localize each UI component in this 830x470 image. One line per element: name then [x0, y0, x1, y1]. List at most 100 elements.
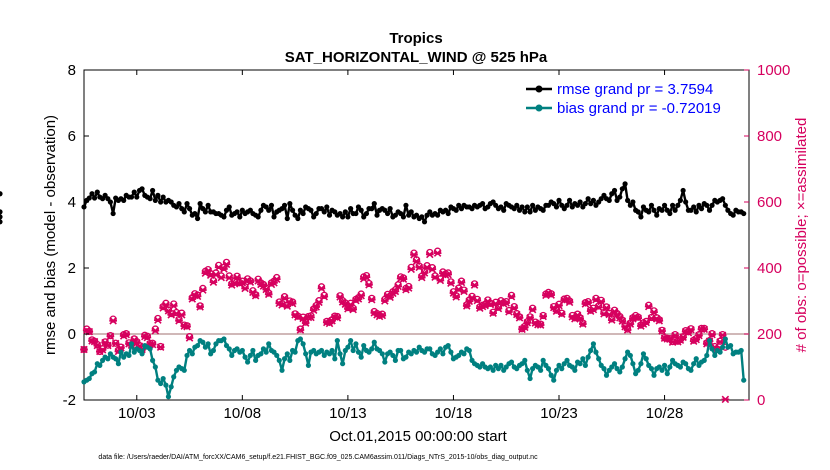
bias-point: [210, 347, 217, 354]
assimilated-obs-point: [336, 293, 344, 301]
bias-point: [361, 342, 367, 349]
rmse-point: [134, 194, 140, 200]
rmse-point: [281, 202, 288, 208]
bias-point: [355, 349, 362, 355]
assimilated-obs-point: [687, 325, 695, 334]
rmse-point: [342, 209, 348, 215]
rmse-point: [698, 206, 705, 212]
bias-point: [390, 352, 396, 359]
bias-point: [427, 346, 433, 352]
rmse-point: [158, 199, 164, 205]
bias-point: [538, 367, 544, 373]
bias-point: [627, 352, 633, 359]
y-axis-label: rmse and bias (model - observation): [42, 115, 59, 355]
assimilated-obs-point: [106, 332, 115, 341]
bias-point: [158, 380, 164, 387]
rmse-point: [353, 210, 359, 217]
bias-point: [165, 394, 172, 400]
rmse-point: [522, 209, 528, 215]
assimilated-obs-point: [399, 275, 408, 283]
rmse-point: [675, 202, 681, 208]
assimilated-obs-point: [576, 315, 584, 323]
assimilated-obs-point: [460, 287, 468, 296]
rmse-point: [669, 202, 676, 208]
rmse-point: [313, 210, 319, 217]
assimilated-obs-point: [536, 321, 545, 329]
assimilated-obs-point: [333, 314, 342, 322]
possible-obs-point: [199, 284, 207, 293]
assimilated-obs-point: [415, 263, 424, 272]
rmse-point: [91, 195, 98, 201]
rmse-point: [221, 214, 227, 220]
rmse-point: [479, 201, 486, 207]
bias-point: [189, 351, 195, 357]
rmse-point: [683, 199, 689, 205]
bias-point: [640, 351, 647, 357]
assimilated-obs-point: [122, 330, 131, 339]
assimilated-obs-point: [658, 327, 666, 335]
rmse-point: [577, 199, 583, 205]
possible-obs-point: [196, 302, 204, 310]
possible-obs-point: [109, 315, 117, 323]
bias-point: [585, 354, 591, 360]
rmse-point: [139, 186, 145, 192]
rmse-point: [590, 197, 597, 203]
rmse-point: [501, 207, 507, 213]
bias-point: [171, 374, 177, 380]
assimilated-obs-point: [618, 317, 627, 325]
assimilated-obs-point: [172, 309, 181, 318]
bias-point: [348, 338, 354, 344]
possible-obs-point: [470, 280, 479, 288]
rmse-point: [0, 214, 3, 220]
assimilated-obs-point: [391, 287, 400, 296]
rmse-point: [340, 214, 346, 220]
bias-point: [527, 375, 533, 382]
rmse-point: [611, 187, 618, 194]
bias-point: [720, 344, 726, 350]
rmse-point: [237, 214, 243, 220]
data-file-footer: data file: /Users/raeder/DAI/ATM_forcXX/…: [98, 454, 538, 461]
bias-point: [139, 351, 145, 357]
assimilated-obs-point: [507, 292, 516, 301]
rmse-point: [255, 214, 261, 220]
possible-obs-point: [320, 291, 328, 300]
y2-axis-label: # of obs: o=possible; ×=assimilated: [793, 118, 810, 353]
rmse-point: [635, 209, 641, 215]
rmse-point: [659, 207, 665, 213]
assimilated-obs-point: [307, 313, 315, 322]
rmse-point: [289, 207, 296, 213]
y-tick-label: 8: [68, 62, 76, 79]
rmse-point: [160, 194, 166, 200]
y-axis-right: 0 200 400 600 800 1000: [744, 62, 790, 409]
bias-point: [284, 351, 290, 357]
bias-point: [163, 382, 169, 388]
assimilated-obs-point: [579, 320, 587, 328]
y2-tick-label: 800: [757, 128, 782, 145]
bias-point: [712, 352, 718, 359]
bias-point: [279, 367, 285, 373]
assimilated-obs-point: [584, 299, 592, 307]
bias-point: [152, 364, 158, 370]
y2-tick-label: 0: [757, 392, 765, 409]
bias-point: [181, 367, 187, 373]
bias-point: [371, 339, 377, 345]
bias-point: [590, 341, 597, 347]
plot-frame: [83, 69, 750, 401]
assimilated-obs-point: [264, 290, 273, 299]
bias-point: [281, 356, 288, 362]
rmse-point: [630, 199, 636, 205]
rmse-point: [625, 197, 631, 203]
rmse-point: [566, 197, 573, 203]
bias-point: [508, 359, 515, 365]
assimilated-obs-point: [547, 291, 556, 299]
rmse-point: [110, 210, 116, 217]
rmse-point: [197, 201, 203, 207]
assimilated-obs-point: [301, 319, 310, 327]
rmse-point: [271, 214, 277, 220]
bias-point: [704, 352, 710, 359]
bias-point: [369, 346, 375, 352]
assimilated-obs-point: [420, 269, 429, 277]
bias-point: [522, 357, 528, 363]
assimilated-obs-point: [433, 249, 442, 257]
bias-point: [630, 361, 636, 367]
